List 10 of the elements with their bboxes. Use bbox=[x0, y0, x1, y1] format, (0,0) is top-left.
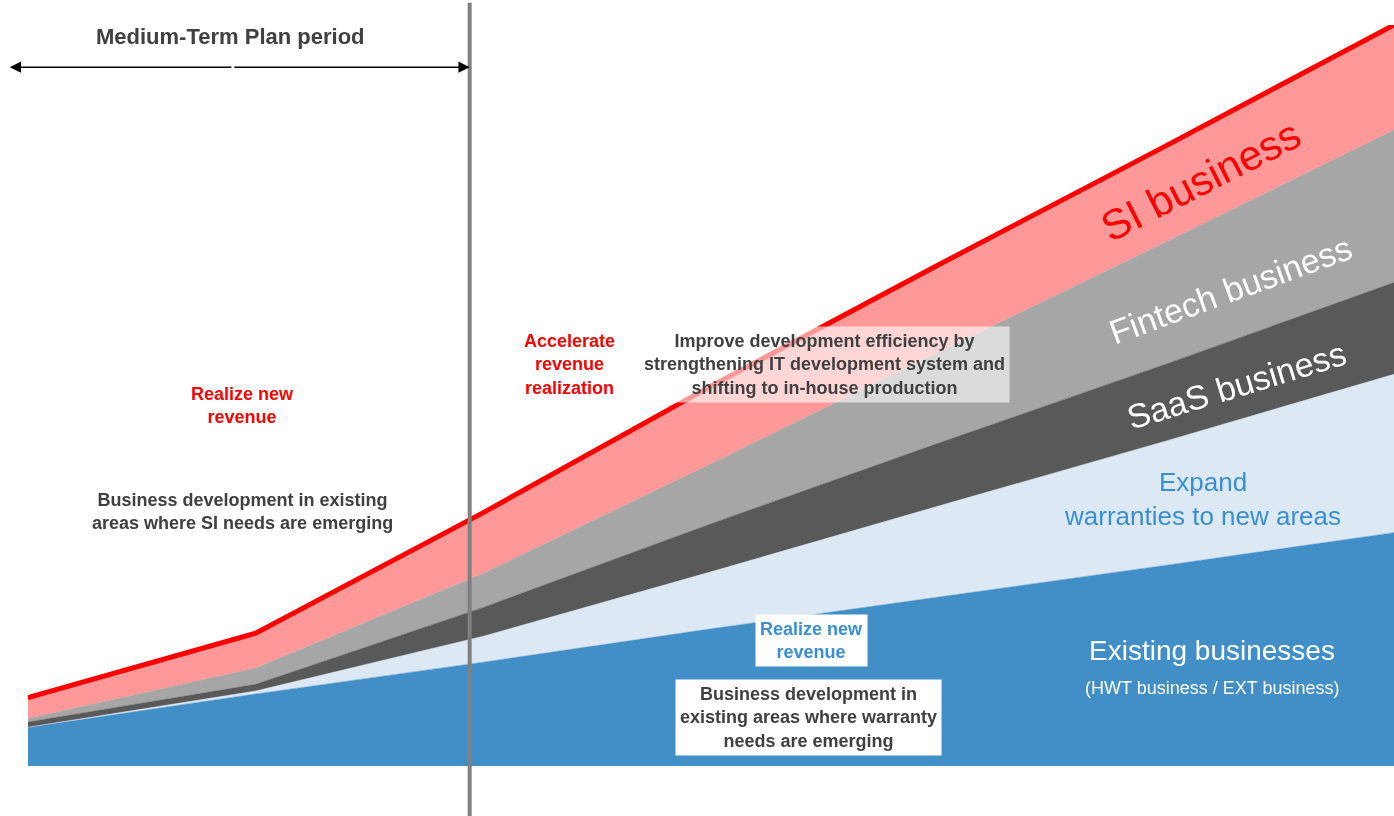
annotation: Medium-Term Plan period bbox=[96, 24, 365, 49]
annotation: Improve development efficiency by strengthening IT development system and shifting to in-house production bbox=[644, 331, 1006, 398]
annotation: Accelerate revenue realization bbox=[524, 331, 616, 398]
annotation: (HWT business / EXT business) bbox=[1085, 678, 1340, 698]
annotation: Realize new revenue bbox=[191, 384, 295, 428]
annotation: Business development in existing areas where SI needs are emerging bbox=[92, 490, 394, 534]
series-label: Existing businesses bbox=[1089, 635, 1335, 666]
annotation: Realize new revenue bbox=[760, 619, 864, 663]
series-label: Expand warranties to new areas bbox=[1064, 467, 1342, 531]
annotation: Business development in existing areas where warranty needs are emerging bbox=[680, 684, 938, 751]
